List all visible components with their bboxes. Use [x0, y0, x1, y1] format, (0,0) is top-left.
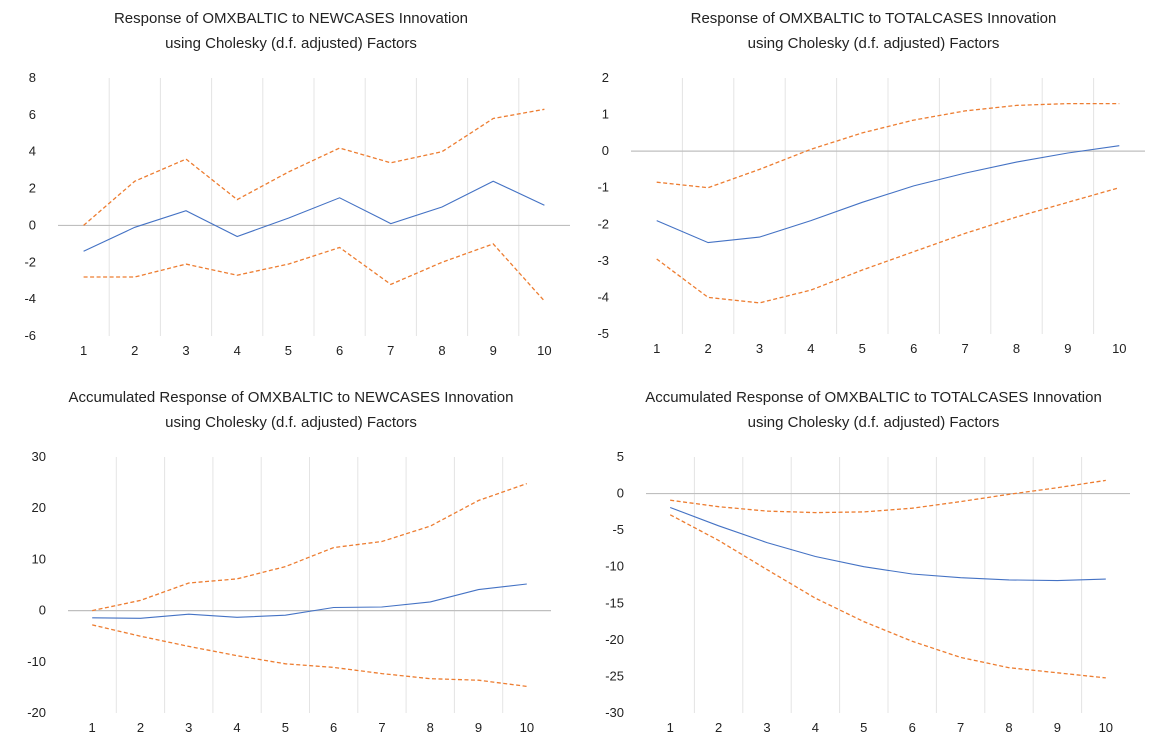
x-tick-label: 1	[80, 343, 87, 358]
x-tick-label: 1	[653, 341, 660, 356]
series-line-response	[83, 180, 545, 252]
chart-plot-3: -20 -10 0 10 20 30 1 2 3 4 5 6 7 8 9 10	[27, 449, 551, 735]
y-tick-label: 4	[29, 144, 36, 159]
x-tick-label: 8	[1005, 720, 1012, 735]
y-tick-label: -1	[597, 180, 609, 195]
x-tick-label: 5	[282, 720, 289, 735]
series-line-upper	[670, 479, 1106, 514]
x-tick-label: 6	[910, 341, 917, 356]
series-line-response	[92, 583, 527, 619]
x-tick-label: 7	[387, 343, 394, 358]
chart-title: Response of OMXBALTIC to NEWCASES Innova…	[113, 10, 469, 27]
y-tick-label: 0	[617, 486, 624, 501]
x-tick-label: 2	[131, 343, 138, 358]
y-tick-label: -20	[27, 705, 46, 720]
y-tick-label: 0	[602, 143, 609, 158]
x-tick-label: 6	[330, 720, 337, 735]
y-tick-label: 1	[602, 107, 609, 122]
x-tick-label: 9	[1054, 720, 1061, 735]
x-tick-label: 3	[182, 343, 189, 358]
chart-title: Accumulated Response of OMXBALTIC to TOT…	[645, 389, 1102, 406]
x-tick-label: 5	[285, 343, 292, 358]
x-tick-label: 9	[490, 343, 497, 358]
series-line-response	[656, 145, 1120, 244]
series-line-response	[670, 506, 1106, 582]
series-line-upper	[656, 102, 1120, 189]
x-tick-label: 3	[763, 720, 770, 735]
series-line-upper	[83, 108, 545, 226]
y-tick-label: -2	[24, 254, 36, 269]
y-tick-label: -20	[605, 632, 624, 647]
x-tick-label: 10	[537, 343, 551, 358]
x-tick-label: 10	[1099, 720, 1113, 735]
series-line-lower	[92, 624, 527, 688]
y-tick-label: 6	[29, 107, 36, 122]
x-tick-label: 4	[234, 343, 241, 358]
chart-title: Response of OMXBALTIC to TOTALCASES Inno…	[690, 10, 1057, 27]
x-tick-label: 6	[336, 343, 343, 358]
x-tick-label: 8	[438, 343, 445, 358]
x-tick-label: 8	[427, 720, 434, 735]
x-tick-label: 10	[520, 720, 534, 735]
y-tick-label: -10	[605, 559, 624, 574]
x-tick-label: 7	[957, 720, 964, 735]
y-tick-label: 20	[32, 500, 46, 515]
x-tick-label: 3	[185, 720, 192, 735]
chart-plot-4: -30 -25 -20 -15 -10 -5 0 5 1 2 3 4 5 6 7 8 9 10	[605, 449, 1130, 735]
x-tick-label: 3	[756, 341, 763, 356]
x-tick-label: 5	[859, 341, 866, 356]
series-line-upper	[92, 482, 528, 612]
y-tick-label: 2	[29, 181, 36, 196]
x-tick-label: 1	[89, 720, 96, 735]
x-tick-label: 2	[704, 341, 711, 356]
x-tick-label: 5	[860, 720, 867, 735]
y-tick-label: 30	[32, 449, 46, 464]
x-tick-label: 9	[475, 720, 482, 735]
chart-panel-1: Response of OMXBALTIC to NEWCASES Innova…	[0, 0, 582, 369]
chart-subtitle: using Cholesky (d.f. adjusted) Factors	[747, 414, 1000, 431]
y-tick-label: 0	[39, 603, 46, 618]
y-tick-label: 8	[29, 70, 36, 85]
chart-panel-4: Accumulated Response of OMXBALTIC to TOT…	[582, 369, 1165, 739]
y-tick-label: 10	[32, 551, 46, 566]
y-tick-label: -15	[605, 595, 624, 610]
chart-subtitle: using Cholesky (d.f. adjusted) Factors	[165, 35, 417, 52]
y-tick-label: -6	[24, 328, 36, 343]
y-tick-label: -10	[27, 654, 46, 669]
x-tick-label: 8	[1013, 341, 1020, 356]
y-tick-label: -25	[605, 668, 624, 683]
y-tick-label: -4	[24, 291, 36, 306]
y-tick-label: -3	[597, 253, 609, 268]
chart-plot-1: -6 -4 -2 0 2 4 6 8 1 2 3 4 5 6 7 8 9 10	[24, 70, 570, 358]
chart-panel-2: Response of OMXBALTIC to TOTALCASES Inno…	[582, 0, 1165, 369]
x-tick-label: 9	[1064, 341, 1071, 356]
x-tick-label: 4	[807, 341, 814, 356]
x-tick-label: 4	[233, 720, 240, 735]
x-tick-label: 2	[715, 720, 722, 735]
y-tick-label: -2	[597, 216, 609, 231]
chart-plot-2: -5 -4 -3 -2 -1 0 1 2 1 2 3 4 5 6 7 8 9 10	[597, 70, 1145, 356]
y-tick-label: 5	[617, 449, 624, 464]
x-tick-label: 6	[909, 720, 916, 735]
chart-title: Accumulated Response of OMXBALTIC to NEW…	[68, 389, 514, 406]
x-tick-label: 7	[378, 720, 385, 735]
y-tick-label: 0	[29, 217, 36, 232]
y-tick-label: -4	[597, 289, 609, 304]
x-tick-label: 1	[667, 720, 674, 735]
x-tick-label: 10	[1112, 341, 1126, 356]
series-line-lower	[669, 514, 1106, 679]
series-line-lower	[83, 243, 545, 302]
chart-subtitle: using Cholesky (d.f. adjusted) Factors	[747, 35, 1000, 52]
y-tick-label: -5	[612, 522, 624, 537]
x-tick-label: 2	[137, 720, 144, 735]
chart-panel-3: Accumulated Response of OMXBALTIC to NEW…	[0, 369, 582, 739]
x-tick-label: 4	[812, 720, 819, 735]
y-tick-label: -5	[597, 326, 609, 341]
chart-subtitle: using Cholesky (d.f. adjusted) Factors	[165, 414, 417, 431]
x-tick-label: 7	[961, 341, 968, 356]
y-tick-label: -30	[605, 705, 624, 720]
y-tick-label: 2	[602, 70, 609, 85]
